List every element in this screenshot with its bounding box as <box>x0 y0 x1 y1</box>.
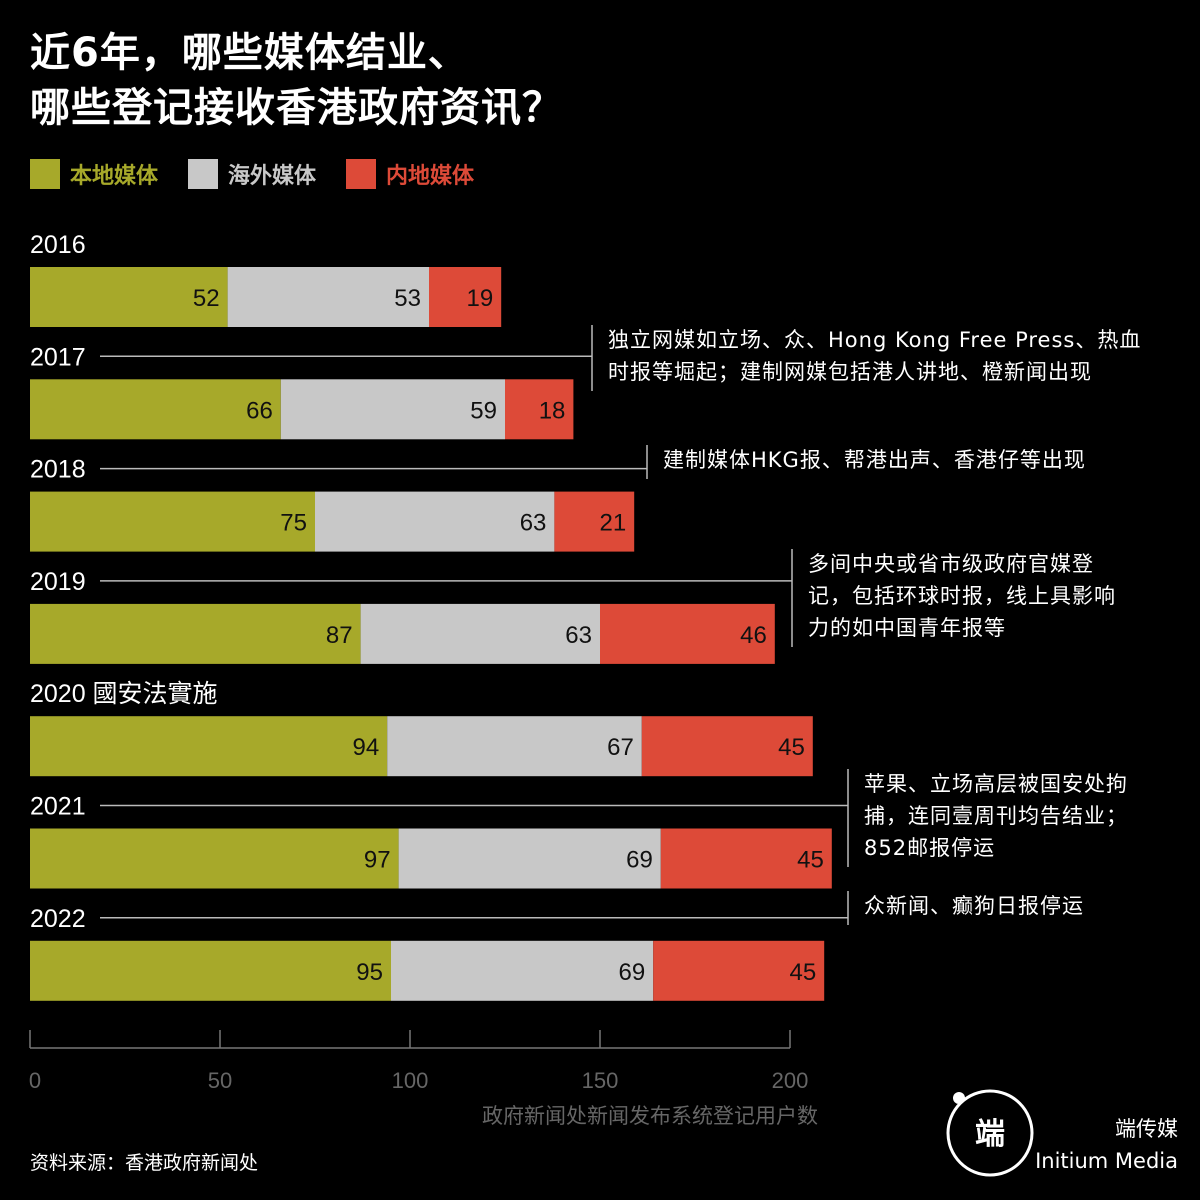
data-label-2017-s1: 59 <box>470 397 497 424</box>
data-label-2020-s2: 45 <box>778 734 805 761</box>
legend-swatch-mainland <box>346 159 377 189</box>
bar-segment-2021-s0 <box>30 828 399 889</box>
bar-segment-2019-s0 <box>30 603 361 664</box>
legend-item-overseas: 海外媒体 <box>188 158 316 190</box>
bar-segment-2021-s1 <box>398 828 661 889</box>
data-label-2016-s0: 52 <box>193 285 220 312</box>
data-label-2022-s0: 95 <box>356 959 383 986</box>
chart-title: 近6年，哪些媒体结业、 哪些登记接收香港政府资讯？ <box>30 26 1170 136</box>
x-tick-label-150: 150 <box>582 1068 619 1093</box>
source-note: 资料来源：香港政府新闻处 <box>30 1152 259 1174</box>
data-label-2017-s2: 18 <box>539 397 566 424</box>
legend-label-mainland: 内地媒体 <box>386 164 475 189</box>
data-label-2016-s1: 53 <box>394 285 421 312</box>
data-label-2020-s1: 67 <box>607 734 634 761</box>
data-label-2017-s0: 66 <box>246 397 273 424</box>
bar-segment-2017-s1 <box>280 379 505 440</box>
bar-segment-2022-s0 <box>30 940 391 1001</box>
legend-label-overseas: 海外媒体 <box>228 164 317 189</box>
data-label-2021-s1: 69 <box>626 847 653 874</box>
brand-name-cn: 端传媒 <box>1115 1117 1178 1141</box>
x-tick-label-200: 200 <box>772 1068 809 1093</box>
x-tick-label-0: 0 <box>29 1068 41 1093</box>
legend: 本地媒体 海外媒体 内地媒体 <box>30 158 504 190</box>
bar-segment-2019-s2 <box>600 603 775 664</box>
annotation-text-2017-1: 时报等堀起；建制网媒包括港人讲地、橙新闻出现 <box>608 360 1092 384</box>
bar-segment-2016-s2 <box>429 267 502 327</box>
legend-label-local: 本地媒体 <box>70 164 159 189</box>
bar-segment-2018-s0 <box>30 491 315 552</box>
bar-segment-2016-s0 <box>30 267 228 327</box>
year-label-2021: 2021 <box>30 793 86 821</box>
data-label-2020-s0: 94 <box>352 734 379 761</box>
bar-segment-2020-s1 <box>387 716 642 777</box>
legend-item-local: 本地媒体 <box>30 158 158 190</box>
data-label-2019-s1: 63 <box>565 622 592 649</box>
annotation-text-2017-0: 独立网媒如立场、众、Hong Kong Free Press、热血 <box>608 328 1141 352</box>
annotation-text-2022-0: 众新闻、癫狗日报停运 <box>864 894 1084 918</box>
year-label-2019: 2019 <box>30 568 86 596</box>
data-label-2019-s2: 46 <box>740 622 767 649</box>
bar-segment-2022-s2 <box>653 940 825 1001</box>
data-label-2022-s2: 45 <box>789 959 816 986</box>
logo-glyph: 端 <box>975 1117 1005 1152</box>
initium-logo: 端 <box>945 1088 1035 1178</box>
title-line-2: 哪些登记接收香港政府资讯？ <box>30 85 563 131</box>
bar-segment-2018-s2 <box>554 491 635 552</box>
annotation-text-2021-1: 捕，连同壹周刊均告结业； <box>864 804 1128 828</box>
annotation-text-2019-2: 力的如中国青年报等 <box>808 616 1006 640</box>
annotation-text-2019-0: 多间中央或省市级政府官媒登 <box>808 552 1094 576</box>
year-label-2018: 2018 <box>30 456 86 484</box>
year-label-2020: 2020 國安法實施 <box>30 680 218 708</box>
data-label-2018-s2: 21 <box>599 510 626 537</box>
legend-swatch-overseas <box>188 159 219 189</box>
legend-swatch-local <box>30 159 60 189</box>
data-label-2021-s2: 45 <box>797 847 824 874</box>
data-label-2021-s0: 97 <box>364 847 391 874</box>
data-label-2018-s1: 63 <box>520 510 547 537</box>
year-label-2022: 2022 <box>30 905 86 933</box>
data-label-2016-s2: 19 <box>466 285 493 312</box>
year-label-2017: 2017 <box>30 343 86 371</box>
data-label-2018-s0: 75 <box>280 510 307 537</box>
annotation-text-2018-0: 建制媒体HKG报、帮港出声、香港仔等出现 <box>663 448 1086 472</box>
x-axis-title: 政府新闻处新闻发布系统登记用户数 <box>482 1104 818 1128</box>
bar-segment-2019-s1 <box>360 603 600 664</box>
bar-segment-2018-s1 <box>315 491 555 552</box>
x-tick-label-100: 100 <box>392 1068 429 1093</box>
bar-segment-2020-s2 <box>641 716 813 777</box>
annotation-text-2019-1: 记，包括环球时报，线上具影响 <box>808 584 1116 608</box>
annotation-text-2021-0: 苹果、立场高层被国安处拘 <box>864 772 1128 796</box>
bar-segment-2020-s0 <box>30 716 388 777</box>
x-tick-label-50: 50 <box>208 1068 232 1093</box>
brand-block: 端传媒 Initium Media <box>1035 1113 1178 1177</box>
legend-item-mainland: 内地媒体 <box>346 158 474 190</box>
data-label-2019-s0: 87 <box>326 622 353 649</box>
brand-name-en: Initium Media <box>1035 1149 1178 1173</box>
bar-segment-2021-s2 <box>660 828 832 889</box>
title-line-1: 近6年，哪些媒体结业、 <box>30 30 469 76</box>
bar-segment-2017-s2 <box>505 379 574 440</box>
year-label-2016: 2016 <box>30 231 86 259</box>
data-label-2022-s1: 69 <box>618 959 645 986</box>
bar-segment-2016-s1 <box>227 267 429 327</box>
annotation-text-2021-2: 852邮报停运 <box>864 836 995 860</box>
bar-segment-2017-s0 <box>30 379 281 440</box>
bar-segment-2022-s1 <box>391 940 654 1001</box>
